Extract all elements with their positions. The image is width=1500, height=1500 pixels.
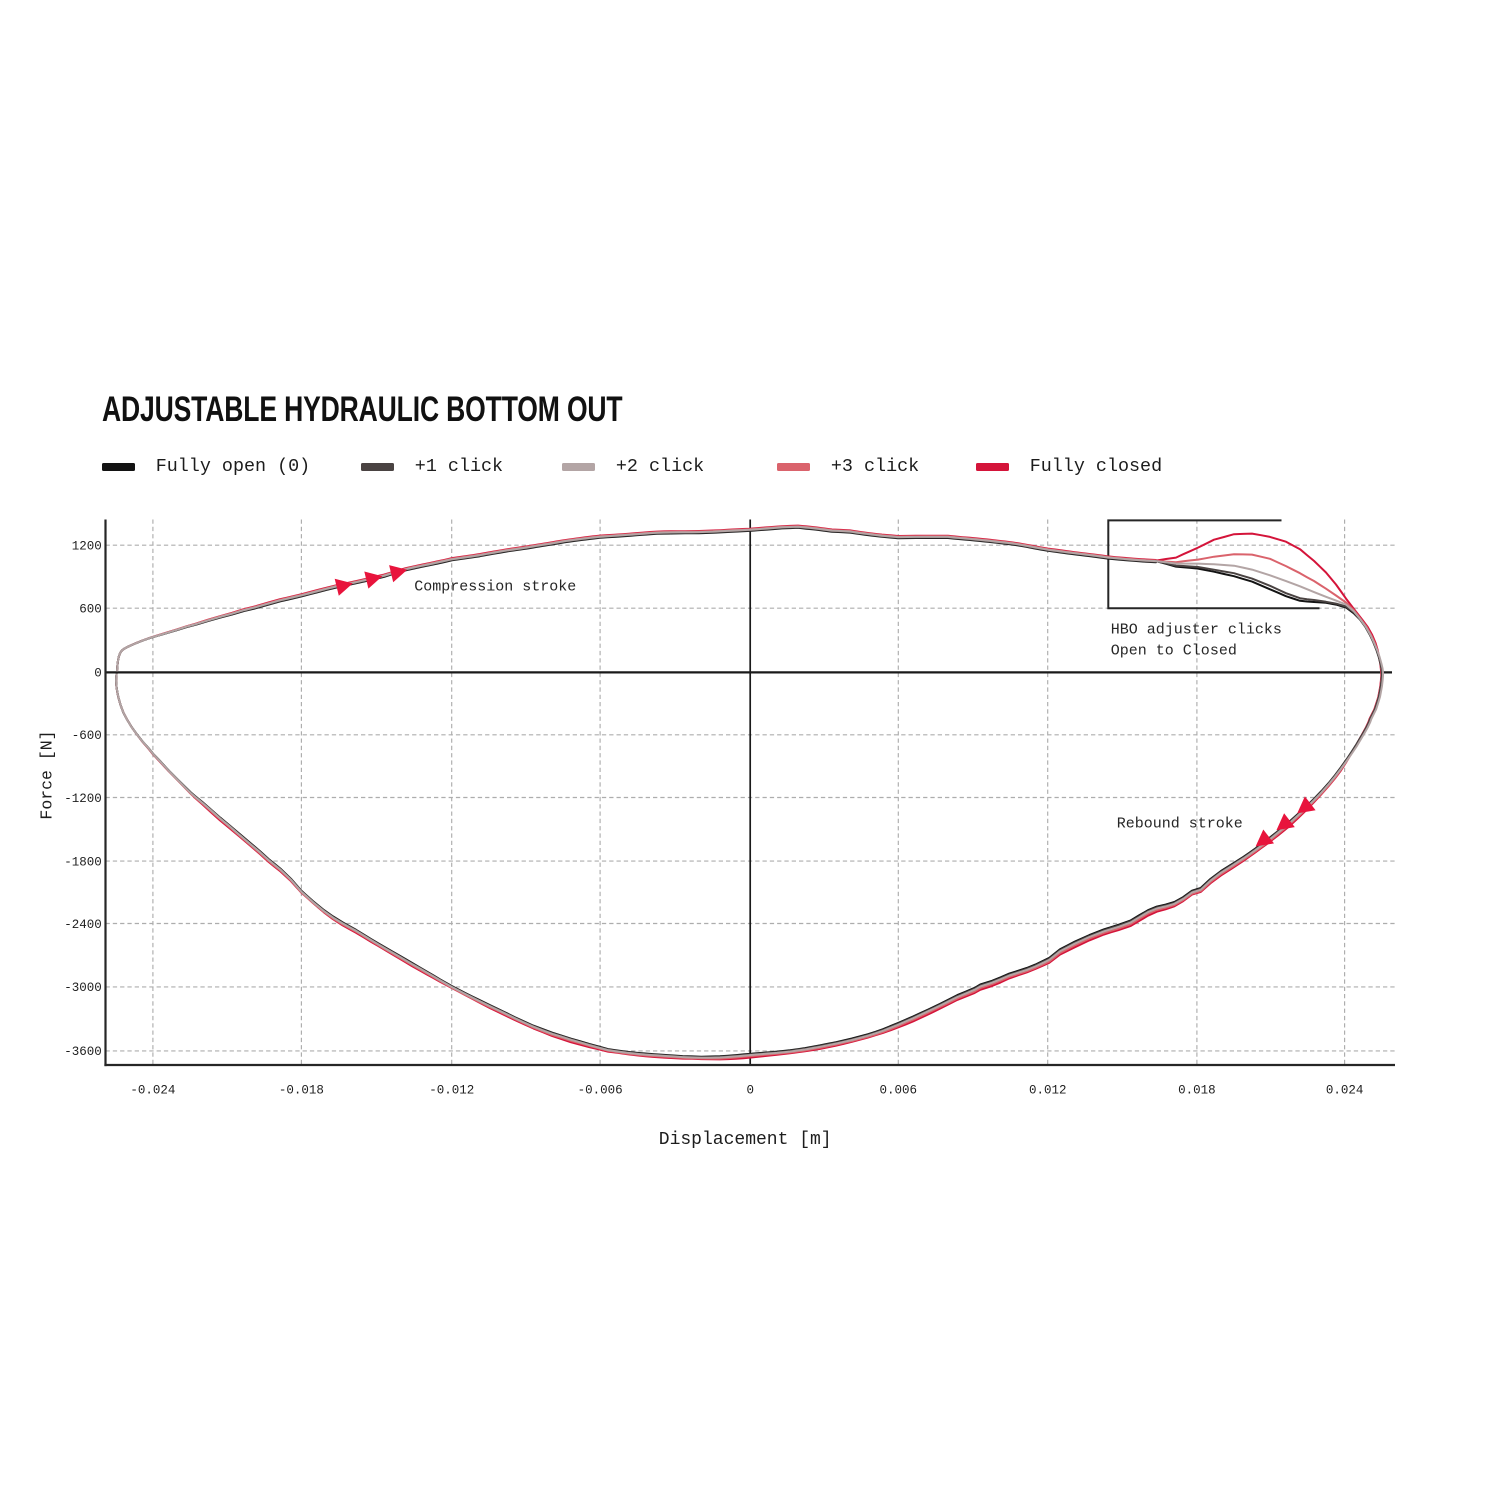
svg-text:HBO adjuster clicks: HBO adjuster clicks: [1111, 621, 1282, 638]
svg-text:0.006: 0.006: [880, 1084, 918, 1098]
svg-text:-0.024: -0.024: [130, 1084, 175, 1098]
svg-text:0.018: 0.018: [1178, 1084, 1216, 1098]
svg-text:Open to Closed: Open to Closed: [1111, 643, 1237, 660]
svg-text:Rebound stroke: Rebound stroke: [1117, 815, 1243, 832]
svg-text:600: 600: [79, 603, 102, 617]
svg-text:0.024: 0.024: [1326, 1084, 1364, 1098]
svg-text:Displacement [m]: Displacement [m]: [659, 1130, 832, 1150]
svg-text:1200: 1200: [72, 540, 102, 554]
svg-text:Compression stroke: Compression stroke: [414, 579, 576, 596]
svg-text:0: 0: [746, 1084, 754, 1098]
svg-text:-600: -600: [72, 729, 102, 743]
svg-text:-0.012: -0.012: [429, 1084, 474, 1098]
svg-text:-0.018: -0.018: [279, 1084, 324, 1098]
svg-text:Force [N]: Force [N]: [38, 730, 57, 819]
svg-text:-1200: -1200: [64, 792, 102, 806]
svg-text:-3000: -3000: [64, 981, 102, 995]
svg-text:-0.006: -0.006: [578, 1084, 623, 1098]
svg-text:0.012: 0.012: [1029, 1084, 1067, 1098]
svg-text:-1800: -1800: [64, 855, 102, 869]
svg-text:-2400: -2400: [64, 918, 102, 932]
svg-text:-3600: -3600: [64, 1045, 102, 1059]
svg-text:0: 0: [94, 667, 102, 681]
